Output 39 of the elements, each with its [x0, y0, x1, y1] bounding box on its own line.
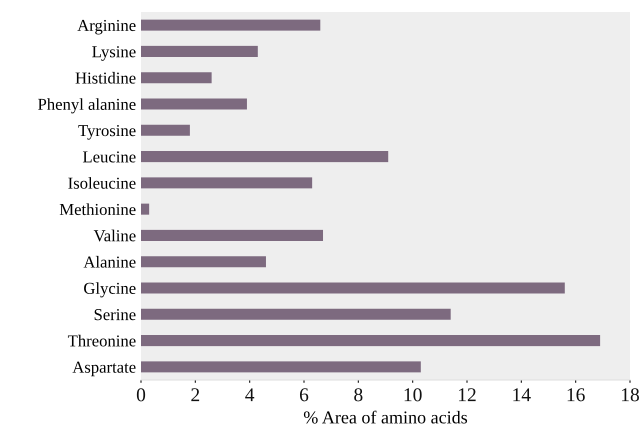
bar — [141, 256, 266, 268]
y-tick-label: Leucine — [82, 151, 136, 163]
x-tick-label: 16 — [568, 388, 585, 402]
y-tick-label: Aspartate — [72, 362, 136, 376]
bar — [141, 46, 258, 57]
y-tick-label: Serine — [94, 309, 136, 320]
x-tick-label: 0 — [136, 388, 146, 402]
y-tick-label: Histidine — [76, 72, 136, 84]
bar — [141, 361, 421, 372]
x-tick-label: 12 — [458, 388, 476, 402]
y-tick-label: Alanine — [84, 256, 136, 268]
bar — [141, 72, 212, 84]
x-axis-title: % Area of amino acids — [304, 410, 468, 424]
y-tick-label: Threonine — [68, 334, 136, 347]
bar — [141, 124, 190, 136]
x-tick-label: 2 — [191, 388, 200, 402]
y-tick-label: Methionine — [60, 203, 136, 216]
x-tick-label: 10 — [404, 388, 422, 402]
x-tick-label: 18 — [622, 388, 639, 402]
y-tick-label: Arginine — [77, 20, 136, 34]
y-tick-label: Lysine — [92, 46, 136, 61]
x-tick-label: 6 — [300, 388, 308, 402]
y-tick-label: Tyrosine — [78, 125, 136, 140]
y-tick-label: Phenyl alanine — [38, 98, 136, 114]
bar — [141, 20, 320, 31]
bar — [141, 335, 600, 346]
bar — [141, 230, 324, 241]
bar — [141, 151, 388, 162]
bar — [141, 177, 312, 188]
bar — [141, 98, 247, 110]
y-tick-label: Glycine — [84, 282, 136, 298]
bar — [141, 282, 565, 294]
bar — [141, 204, 150, 215]
y-tick-label: Valine — [94, 230, 136, 242]
y-tick-label: Isoleucine — [68, 177, 136, 189]
x-tick-label: 8 — [354, 388, 362, 402]
x-tick-label: 14 — [513, 388, 531, 402]
bar — [141, 308, 451, 320]
x-tick-label: 4 — [245, 388, 254, 402]
